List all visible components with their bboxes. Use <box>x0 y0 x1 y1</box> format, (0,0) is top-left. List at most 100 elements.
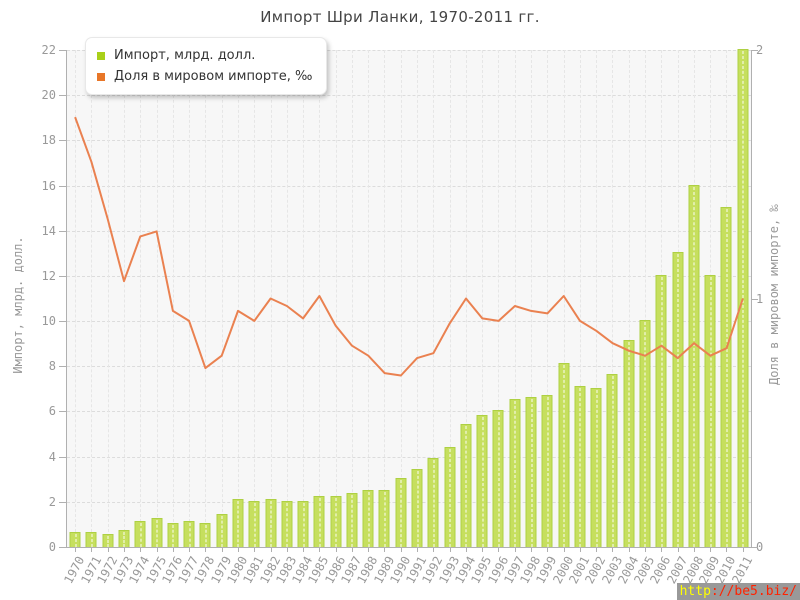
x-tick <box>579 547 581 552</box>
x-tick <box>384 547 386 552</box>
gridline-v <box>384 50 386 547</box>
x-tick <box>612 547 614 552</box>
year-slot-1979: 1979 <box>208 50 234 586</box>
watermark-rest: ://be5.biz/ <box>710 584 797 599</box>
bar-1975 <box>151 517 163 548</box>
x-tick <box>742 547 744 552</box>
x-tick <box>91 547 93 552</box>
bar-2004 <box>623 340 635 547</box>
bar-2010 <box>720 207 732 547</box>
y-tick-label-left-4: 4 <box>48 449 56 464</box>
year-slot-2002: 2002 <box>583 50 609 586</box>
x-tick <box>449 547 451 552</box>
share-series-swatch <box>97 72 105 81</box>
bar-1970 <box>69 532 81 547</box>
gridline-h-22 <box>67 50 751 51</box>
bar-2009 <box>704 274 716 548</box>
year-slot-1975: 1975 <box>143 50 169 586</box>
plot-area: 1970 1971 1972 1973 1974 1975 1976 1977 1978 1979… <box>62 49 755 586</box>
y-tick-mark <box>59 50 66 51</box>
gridline-v <box>417 50 419 547</box>
year-slot-2001: 2001 <box>566 50 592 586</box>
year-slot-2006: 2006 <box>648 50 674 586</box>
y-tick-mark <box>59 230 66 232</box>
year-slot-1998: 1998 <box>517 50 543 586</box>
year-slot-1990: 1990 <box>387 50 413 586</box>
year-slot-1970: 1970 <box>62 50 88 586</box>
x-tick <box>693 547 695 552</box>
bar-1989 <box>378 489 390 548</box>
y-tick-label-left-22: 22 <box>41 43 56 57</box>
watermark-http: http <box>679 584 711 599</box>
bar-1985 <box>313 496 325 547</box>
year-slot-2005: 2005 <box>631 50 657 586</box>
x-tick <box>433 547 435 552</box>
gridline-v <box>628 50 630 547</box>
y-tick-mark <box>59 501 66 503</box>
year-slot-1999: 1999 <box>534 50 560 586</box>
y-tick-mark <box>751 547 758 548</box>
year-slot-1984: 1984 <box>290 50 315 586</box>
y-tick-label-left-8: 8 <box>48 359 56 374</box>
bar-1977 <box>183 521 195 547</box>
gridline-h-2 <box>67 501 751 503</box>
gridline-v <box>123 50 125 547</box>
year-slot-1986: 1986 <box>322 50 348 586</box>
bar-2007 <box>672 252 684 547</box>
x-tick <box>661 547 663 552</box>
y-tick-label-left-0: 0 <box>48 540 56 554</box>
gridline-v <box>596 50 598 547</box>
y-tick-mark <box>59 547 66 548</box>
bar-1978 <box>199 523 211 547</box>
gridline-v <box>514 50 516 547</box>
gridline-h-4 <box>67 456 751 458</box>
share-line-layer <box>74 116 744 377</box>
y-tick-label-left-16: 16 <box>41 178 56 193</box>
year-slot-2010: 2010 <box>713 50 739 586</box>
watermark-link[interactable]: http://be5.biz/ <box>676 583 800 600</box>
x-tick <box>563 547 565 552</box>
y-tick-mark <box>59 275 66 277</box>
year-slot-1988: 1988 <box>355 50 381 586</box>
bar-1996 <box>492 410 504 547</box>
x-tick <box>531 547 533 552</box>
bar-2002 <box>590 387 602 548</box>
import-series-swatch <box>97 51 105 60</box>
x-tick <box>319 547 321 552</box>
gridline-h-10 <box>67 321 751 323</box>
bar-1992 <box>427 457 439 548</box>
bar-1995 <box>476 414 488 548</box>
x-tick <box>75 547 77 552</box>
bar-1987 <box>346 492 358 548</box>
gridline-v <box>140 50 142 547</box>
gridline-h-20 <box>67 95 751 97</box>
gridline-v <box>254 50 256 547</box>
year-slot-1996: 1996 <box>485 50 511 586</box>
y-tick-mark <box>59 185 66 187</box>
year-slot-1978: 1978 <box>192 50 218 586</box>
x-tick <box>189 547 191 552</box>
y-tick-label-left-10: 10 <box>41 314 56 329</box>
gridline-h-14 <box>67 230 751 232</box>
gridline-v <box>400 50 402 547</box>
gridline-v <box>482 50 484 547</box>
y-tick-label-left-6: 6 <box>48 404 56 419</box>
y-tick-label-right-2: 2 <box>756 43 764 57</box>
y-tick-mark <box>751 50 758 51</box>
gridline-h-6 <box>67 411 751 413</box>
x-tick <box>465 547 467 552</box>
x-tick <box>140 547 142 552</box>
share-line-path <box>74 116 744 377</box>
y-tick-label-left-12: 12 <box>41 268 56 283</box>
y-axis-right-title: Доля в мировом импорте, ‰ <box>767 204 781 385</box>
bar-1998 <box>525 396 537 548</box>
x-tick <box>107 547 109 552</box>
year-slot-2008: 2008 <box>680 50 706 586</box>
y-tick-mark <box>59 321 66 323</box>
x-tick <box>710 547 712 552</box>
year-slot-2000: 2000 <box>550 50 576 586</box>
gridline-v <box>189 50 191 547</box>
gridline-v <box>205 50 207 547</box>
legend-item-share: Доля в мировом импорте, ‰ <box>97 66 312 87</box>
bar-2008 <box>688 184 700 548</box>
